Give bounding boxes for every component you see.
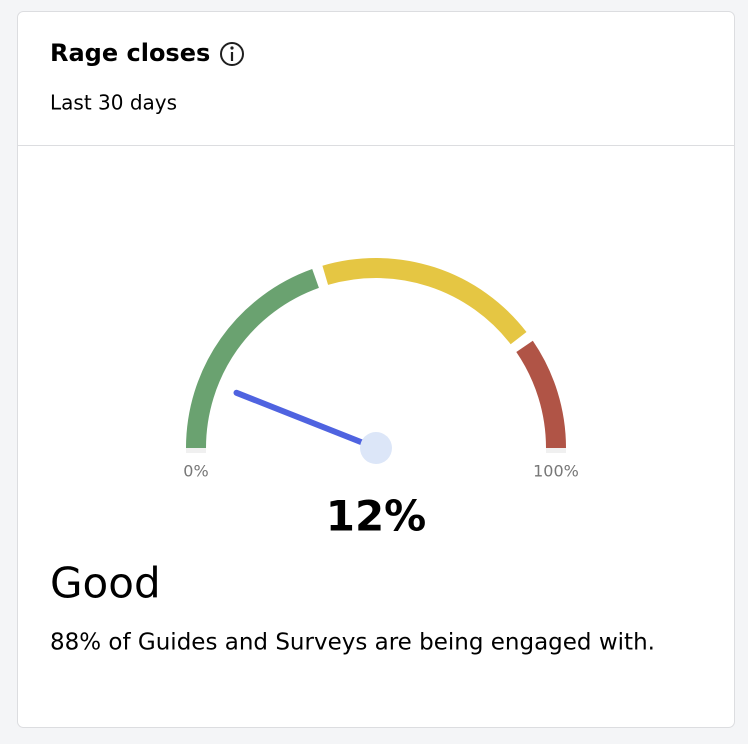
gauge-band — [186, 269, 320, 449]
card-title: Rage closes — [50, 39, 210, 67]
card-subtitle: Last 30 days — [50, 91, 177, 115]
needle — [233, 389, 379, 451]
gauge-value: 12% — [326, 492, 427, 541]
gauge-band — [516, 340, 566, 449]
status: Good — [50, 559, 161, 608]
card — [17, 11, 735, 728]
gauge-tick-label: 100% — [533, 462, 579, 481]
gauge-band — [322, 258, 527, 345]
info-icon[interactable] — [220, 42, 244, 66]
description: 88% of Guides and Surveys are being enga… — [50, 630, 655, 656]
gauge-tick-label: 0% — [183, 462, 208, 481]
needle-hub — [360, 432, 392, 464]
